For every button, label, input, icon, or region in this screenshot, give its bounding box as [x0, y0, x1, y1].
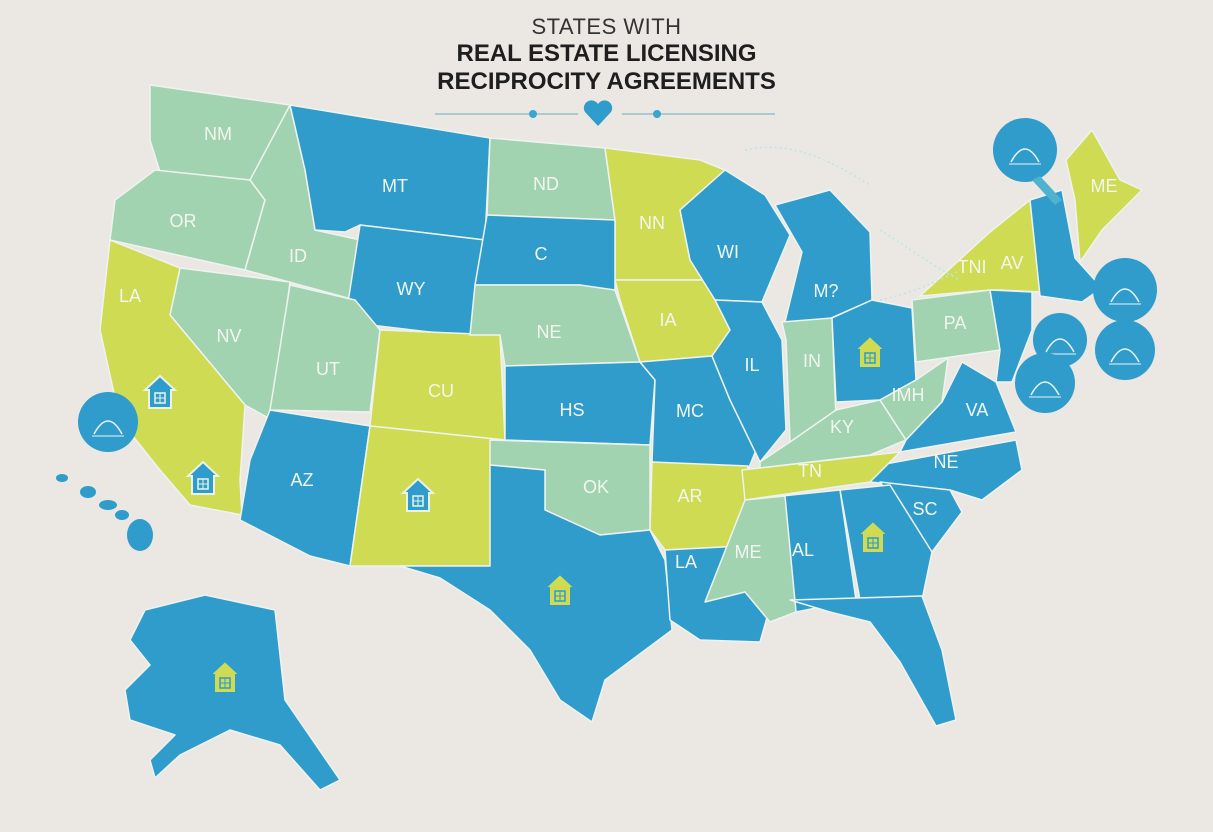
state-label-wa: NM [204, 124, 232, 144]
state-label-mi: M? [813, 281, 838, 301]
house-icon [185, 460, 221, 495]
state-label-sc: SC [912, 499, 937, 519]
title-line-1: STATES WITH [531, 14, 682, 39]
state-label-mn: NN [639, 213, 665, 233]
state-me[interactable] [1065, 129, 1143, 263]
state-label-ar: AR [677, 486, 702, 506]
state-label-ok: OK [583, 477, 609, 497]
info-circle-icon[interactable] [78, 392, 138, 452]
title-divider [435, 100, 775, 126]
state-label-va: VA [966, 400, 989, 420]
state-label-wv: IMH [892, 385, 925, 405]
state-label-ia: IA [659, 310, 676, 330]
state-label-tn: TN [798, 461, 822, 481]
state-mi[interactable] [774, 189, 873, 323]
state-mt[interactable] [289, 104, 491, 241]
state-label-la: LA [675, 552, 697, 572]
state-label-il: IL [744, 355, 759, 375]
state-label-me: ME [1091, 176, 1118, 196]
state-mid-atlantic[interactable] [989, 289, 1033, 383]
house-icon [852, 334, 888, 369]
state-label-nv: NV [216, 326, 241, 346]
state-label-sd: C [535, 244, 548, 264]
state-wv[interactable] [879, 357, 949, 441]
info-circle-icon[interactable] [993, 118, 1057, 182]
state-label-co: CU [428, 381, 454, 401]
state-label-wy: WY [397, 279, 426, 299]
state-tx[interactable] [399, 464, 673, 723]
state-label-mt: MT [382, 176, 408, 196]
title-line-3: RECIPROCITY AGREEMENTS [437, 68, 776, 95]
state-ny[interactable] [919, 199, 1041, 297]
title-line-2: REAL ESTATE LICENSING [456, 40, 757, 67]
state-label-ca: LA [119, 286, 141, 306]
badge-pointer [1032, 176, 1062, 205]
state-label-mo: MC [676, 401, 704, 421]
state-label-ks: HS [559, 400, 584, 420]
state-label-nc: NE [933, 452, 958, 472]
state-ms[interactable] [704, 495, 797, 623]
info-circle-icon[interactable] [1093, 258, 1157, 322]
state-label-ne: NE [536, 322, 561, 342]
state-label-nd: ND [533, 174, 559, 194]
state-label-ny_a: TNI [958, 257, 987, 277]
info-circle-icon[interactable] [1095, 320, 1155, 380]
great-lakes-outline [744, 146, 961, 301]
state-label-or: OR [170, 211, 197, 231]
house-icon [542, 572, 578, 607]
state-label-az: AZ [290, 470, 313, 490]
heart-icon [583, 100, 613, 126]
state-label-ms: ME [735, 542, 762, 562]
state-label-al: AL [792, 540, 814, 560]
house-icon [400, 477, 436, 512]
state-label-ny_b: AV [1001, 253, 1024, 273]
state-label-wi: WI [717, 242, 739, 262]
house-icon [207, 659, 243, 694]
info-circle-icon[interactable] [1015, 353, 1075, 413]
state-hi[interactable] [56, 474, 153, 551]
state-tn[interactable] [741, 451, 901, 501]
state-label-in: IN [803, 351, 821, 371]
state-ks[interactable] [504, 361, 656, 446]
house-icon [855, 519, 891, 554]
state-ga[interactable] [839, 484, 933, 601]
state-label-ut: UT [316, 359, 340, 379]
state-label-ky: KY [830, 417, 854, 437]
state-wi[interactable] [679, 169, 791, 303]
state-label-pa: PA [944, 313, 967, 333]
state-label-id: ID [289, 246, 307, 266]
state-fl[interactable] [789, 595, 957, 727]
house-icon [142, 374, 178, 409]
